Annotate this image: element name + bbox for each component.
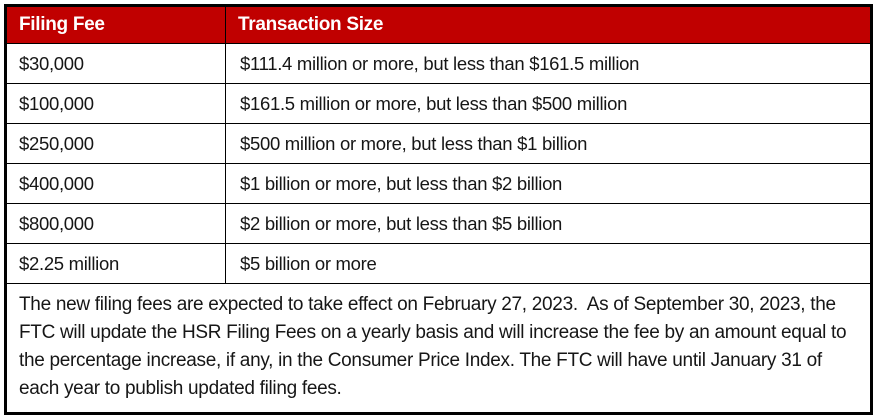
fee-value: $250,000 (5, 123, 226, 164)
table-row: $2.25 million $5 billion or more (5, 243, 872, 284)
table-header-row: Filing Fee Transaction Size (5, 5, 872, 44)
size-value: $1 billion or more, but less than $2 bil… (225, 163, 872, 204)
fee-value: $2.25 million (5, 243, 226, 284)
filing-fee-table: Filing Fee Transaction Size $30,000 $111… (4, 4, 873, 415)
footnote-row: The new filing fees are expected to take… (5, 283, 872, 414)
footnote-text: The new filing fees are expected to take… (19, 294, 852, 399)
size-value: $161.5 million or more, but less than $5… (225, 83, 872, 124)
column-header-transaction-size: Transaction Size (225, 5, 872, 44)
table-row: $100,000 $161.5 million or more, but les… (5, 83, 872, 124)
fee-value: $400,000 (5, 163, 226, 204)
table-row: $400,000 $1 billion or more, but less th… (5, 163, 872, 204)
size-value: $500 million or more, but less than $1 b… (225, 123, 872, 164)
column-header-filing-fee: Filing Fee (5, 5, 226, 44)
fee-value: $100,000 (5, 83, 226, 124)
size-value: $2 billion or more, but less than $5 bil… (225, 203, 872, 244)
footnote-cell: The new filing fees are expected to take… (5, 283, 872, 414)
table-row: $30,000 $111.4 million or more, but less… (5, 43, 872, 84)
table-row: $250,000 $500 million or more, but less … (5, 123, 872, 164)
table-row: $800,000 $2 billion or more, but less th… (5, 203, 872, 244)
size-value: $111.4 million or more, but less than $1… (225, 43, 872, 84)
size-value: $5 billion or more (225, 243, 872, 284)
fee-value: $800,000 (5, 203, 226, 244)
fee-value: $30,000 (5, 43, 226, 84)
